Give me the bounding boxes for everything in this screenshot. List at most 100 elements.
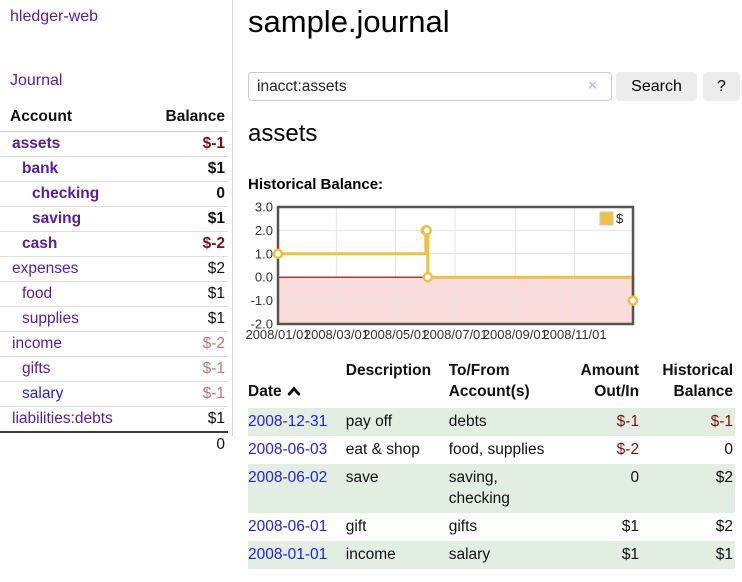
x-axis-tick-label: 2008/09/01: [483, 327, 548, 342]
transaction-row: 2008-12-31 pay off debts $-1 $-1: [248, 408, 735, 436]
account-balance: $-2: [202, 335, 225, 352]
transaction-accounts: debts: [448, 413, 487, 430]
accounts-column-header: To/From Account(s): [448, 362, 530, 400]
legend-label: $: [616, 211, 624, 226]
y-axis-tick-label: 0.0: [255, 270, 273, 285]
transaction-balance: $-1: [710, 413, 733, 430]
transaction-description: pay off: [345, 413, 393, 430]
search-input[interactable]: [248, 72, 612, 101]
account-balance: $1: [207, 410, 225, 427]
account-balance: $1: [207, 310, 225, 327]
plot-border: [276, 205, 635, 326]
search-button[interactable]: Search: [616, 72, 697, 101]
app-title-link[interactable]: hledger-web: [10, 8, 99, 25]
accounts-total-row: 0: [0, 432, 228, 457]
transaction-amount: $1: [621, 546, 640, 563]
description-column-header: Description: [345, 362, 432, 379]
y-axis-tick-label: 3.0: [255, 200, 273, 215]
account-link[interactable]: assets: [12, 135, 61, 152]
account-balance: $2: [207, 260, 225, 277]
transaction-accounts: salary: [448, 546, 491, 563]
data-point-marker: [272, 248, 284, 260]
transaction-description: gift: [345, 518, 367, 535]
account-row: supplies $1: [0, 306, 228, 332]
x-axis-tick-label: 2008/11/01: [543, 327, 607, 342]
account-balance: $-1: [202, 360, 225, 377]
transaction-amount: $1: [621, 518, 640, 535]
account-row: gifts $-1: [0, 356, 228, 382]
register-table: Date Description To/From Account(s) Amou…: [248, 358, 735, 569]
transaction-balance: $1: [715, 546, 733, 563]
transaction-amount: 0: [630, 469, 640, 486]
transaction-description: eat & shop: [345, 441, 420, 458]
transaction-row: 2008-06-03 eat & shop food, supplies $-2 0: [248, 436, 735, 464]
date-header-label: Date: [248, 383, 282, 400]
x-axis-tick-label: 2008/03/01: [304, 327, 369, 342]
transaction-balance: $2: [715, 469, 733, 486]
search-form: × Search ?: [248, 72, 740, 101]
legend-color-swatch: [599, 211, 614, 226]
historical-balance-chart: $3.0 2.0 1.0 0.0 -1.0 -2.0 2008/01/01 2008/03/0…: [245, 200, 688, 348]
transaction-date-link[interactable]: 2008-06-02: [248, 469, 328, 486]
data-point-marker: [627, 295, 639, 306]
account-heading: assets: [248, 120, 318, 147]
sort-ascending-icon: [287, 386, 300, 396]
account-link[interactable]: saving: [32, 210, 82, 227]
clear-search-icon[interactable]: ×: [588, 77, 597, 94]
transaction-date-link[interactable]: 2008-12-31: [248, 413, 328, 430]
transaction-description: save: [345, 469, 379, 486]
account-link[interactable]: checking: [32, 185, 100, 202]
data-point-marker: [421, 225, 433, 236]
y-axis-tick-label: -1.0: [251, 293, 273, 308]
transaction-accounts: saving, checking: [448, 469, 510, 507]
account-link[interactable]: cash: [22, 235, 58, 252]
transaction-description: income: [345, 546, 396, 563]
account-link[interactable]: bank: [22, 160, 59, 177]
transaction-amount: $-1: [616, 413, 640, 430]
sidebar: hledger-web Journal Account Balance asse…: [0, 0, 233, 453]
date-column-header[interactable]: Date: [248, 358, 346, 408]
transaction-accounts: food, supplies: [448, 441, 545, 458]
account-link[interactable]: food: [22, 285, 53, 302]
account-row: expenses $2: [0, 256, 228, 282]
transaction-amount: $-2: [616, 441, 640, 458]
transaction-row: 2008-06-01 gift gifts $1 $2: [248, 513, 735, 541]
transaction-row: 2008-06-02 save saving, checking 0 $2: [248, 464, 735, 513]
account-link[interactable]: expenses: [12, 260, 79, 277]
accounts-balance-table: Account Balance assets $-1 bank $1 checking 0…: [0, 104, 228, 457]
transaction-date-link[interactable]: 2008-06-03: [248, 441, 328, 458]
data-point-marker: [422, 271, 434, 283]
account-row: saving $1: [0, 206, 228, 232]
account-link[interactable]: liabilities:debts: [12, 410, 113, 427]
y-axis-tick-label: 1.0: [255, 246, 273, 261]
accounts-total-value: 0: [216, 436, 225, 453]
account-row: liabilities:debts $1: [0, 406, 228, 433]
account-row: bank $1: [0, 156, 228, 182]
account-row: checking 0: [0, 181, 228, 207]
account-row: food $1: [0, 281, 228, 307]
x-axis-tick-label: 2008/01/01: [245, 327, 310, 342]
transaction-row: 2008-01-01 income salary $1 $1: [248, 541, 735, 569]
search-help-button[interactable]: ?: [703, 72, 740, 101]
account-link[interactable]: supplies: [22, 310, 79, 327]
chart-canvas: $3.0 2.0 1.0 0.0 -1.0 -2.02008/01/012008/03/0…: [245, 200, 639, 342]
account-row: salary $-1: [0, 381, 228, 407]
account-link[interactable]: income: [12, 335, 62, 352]
account-balance: $1: [207, 285, 225, 302]
account-balance: $-1: [202, 385, 225, 402]
transaction-accounts: gifts: [448, 518, 478, 535]
account-balance: 0: [216, 185, 225, 202]
account-balance: $1: [207, 210, 225, 227]
transaction-date-link[interactable]: 2008-01-01: [248, 546, 328, 563]
x-axis-tick-label: 2008/05/01: [363, 327, 428, 342]
sidebar-item-journal[interactable]: Journal: [10, 72, 63, 89]
account-row: income $-2: [0, 331, 228, 357]
page-title: sample.journal: [248, 4, 450, 39]
account-link[interactable]: salary: [22, 385, 64, 402]
account-balance: $1: [207, 160, 225, 177]
transaction-date-link[interactable]: 2008-06-01: [248, 518, 328, 535]
transaction-balance: 0: [724, 441, 733, 458]
y-axis-tick-label: 2.0: [255, 223, 273, 238]
account-link[interactable]: gifts: [22, 360, 51, 377]
y-axis-tick-label: -2.0: [251, 317, 273, 332]
